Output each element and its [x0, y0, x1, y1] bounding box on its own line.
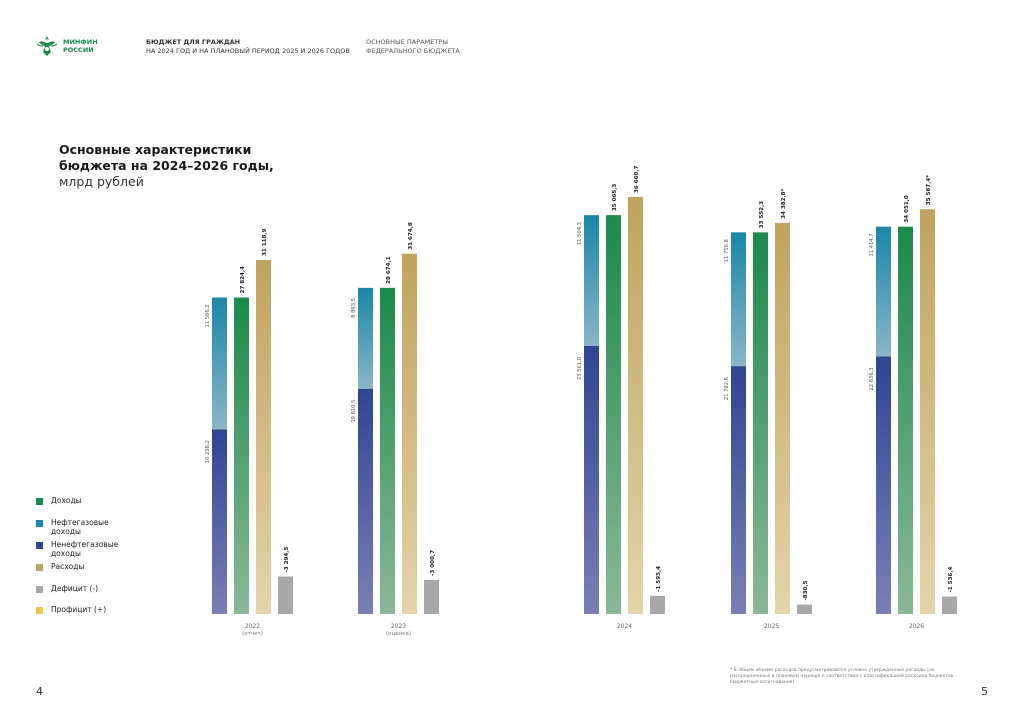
legend-swatch: [36, 498, 43, 505]
category-note-2023: (оценка): [386, 631, 411, 637]
chart-unit: млрд рублей: [59, 174, 144, 189]
document-title: БЮДЖЕТ ДЛЯ ГРАЖДАН НА 2024 ГОД И НА ПЛАН…: [146, 38, 350, 55]
label-deficit-2024: -1 595,4: [656, 566, 662, 592]
emblem-logo-icon: [36, 34, 58, 62]
label-expenses-2026: 35 587,4*: [926, 175, 932, 205]
label-income-2024: 35 065,3: [612, 184, 618, 212]
label-expenses-2025: 34 382,8*: [781, 188, 787, 218]
bar-expenses-2026: [920, 209, 935, 615]
bar-non-oil-gas-2022: [212, 429, 227, 614]
label-oil-gas-2024: 11 504,3: [577, 222, 583, 245]
bar-deficit-2023: [424, 579, 439, 614]
bar-income-2024: [606, 215, 621, 614]
label-expenses-2022: 31 118,9: [262, 229, 268, 257]
label-deficit-2022: -3 294,5: [284, 547, 290, 573]
label-non-oil-gas-2025: 21 792,6: [724, 377, 730, 400]
bar-oil-gas-2024: [584, 215, 599, 347]
category-label-2025: 2025: [764, 623, 779, 630]
label-non-oil-gas-2022: 16 238,2: [205, 440, 211, 463]
bar-non-oil-gas-2024: [584, 346, 599, 614]
legend-swatch: [36, 564, 43, 571]
bar-expenses-2023: [402, 253, 417, 614]
bar-deficit-2024: [650, 595, 665, 614]
label-non-oil-gas-2026: 22 636,3: [869, 367, 875, 390]
bar-non-oil-gas-2026: [876, 356, 891, 614]
label-non-oil-gas-2023: 19 810,5: [351, 400, 357, 423]
label-non-oil-gas-2024: 23 561,0: [577, 357, 583, 380]
page-number-right: 5: [981, 685, 988, 698]
legend-label: Нефтегазовые доходы: [51, 518, 109, 536]
brand-name: МИНФИН РОССИИ: [63, 38, 98, 54]
label-oil-gas-2026: 11 414,7: [869, 234, 875, 257]
legend-swatch: [36, 607, 43, 614]
bar-oil-gas-2026: [876, 226, 891, 357]
bar-expenses-2025: [775, 222, 790, 614]
page-number-left: 4: [36, 685, 43, 698]
category-label-2026: 2026: [909, 623, 924, 630]
bar-income-2026: [898, 226, 913, 614]
bar-non-oil-gas-2023: [358, 388, 373, 614]
category-note-2022: (отчет): [242, 631, 263, 637]
bar-income-2023: [380, 287, 395, 614]
bar-oil-gas-2025: [731, 232, 746, 367]
bar-deficit-2022: [278, 576, 293, 614]
bar-income-2022: [234, 297, 249, 614]
chart-title: Основные характеристики бюджета на 2024–…: [59, 142, 274, 189]
legend-swatch: [36, 586, 43, 593]
label-oil-gas-2023: 8 863,5: [351, 298, 357, 318]
label-income-2022: 27 824,4: [240, 266, 246, 294]
label-income-2026: 34 051,0: [904, 195, 910, 223]
legend-label: Доходы: [51, 496, 82, 505]
bar-expenses-2022: [256, 260, 271, 614]
bar-income-2025: [753, 232, 768, 614]
label-oil-gas-2025: 11 759,8: [724, 239, 730, 262]
legend-label: Ненефтегазовые доходы: [51, 540, 119, 558]
section-title: ОСНОВНЫЕ ПАРАМЕТРЫ ФЕДЕРАЛЬНОГО БЮДЖЕТА: [366, 38, 460, 55]
label-deficit-2025: -830,5: [803, 580, 809, 600]
legend-label: Профицит (+): [51, 605, 107, 614]
category-label-2022: 2022: [245, 623, 260, 630]
legend-label: Расходы: [51, 562, 85, 571]
legend-swatch: [36, 542, 43, 549]
footnote: * В общем объеме расходов предусматриваю…: [730, 668, 954, 685]
category-label-2024: 2024: [617, 623, 632, 630]
label-income-2023: 28 674,1: [386, 256, 392, 284]
label-deficit-2026: -1 536,4: [948, 567, 954, 593]
bar-deficit-2025: [797, 604, 812, 614]
bar-non-oil-gas-2025: [731, 366, 746, 614]
legend-swatch: [36, 520, 43, 527]
page-header: МИНФИН РОССИИ БЮДЖЕТ ДЛЯ ГРАЖДАН НА 2024…: [0, 0, 1024, 70]
label-expenses-2023: 31 674,8: [408, 222, 414, 250]
label-oil-gas-2022: 11 586,2: [205, 304, 211, 327]
label-deficit-2023: -3 000,7: [430, 550, 436, 576]
bar-expenses-2024: [628, 197, 643, 614]
category-label-2023: 2023: [391, 623, 406, 630]
label-income-2025: 33 552,3: [759, 201, 765, 229]
bar-oil-gas-2023: [358, 287, 373, 389]
bar-deficit-2026: [942, 596, 957, 614]
bar-oil-gas-2022: [212, 297, 227, 430]
legend-label: Дефицит (-): [51, 584, 99, 593]
label-expenses-2024: 36 660,7: [634, 165, 640, 193]
